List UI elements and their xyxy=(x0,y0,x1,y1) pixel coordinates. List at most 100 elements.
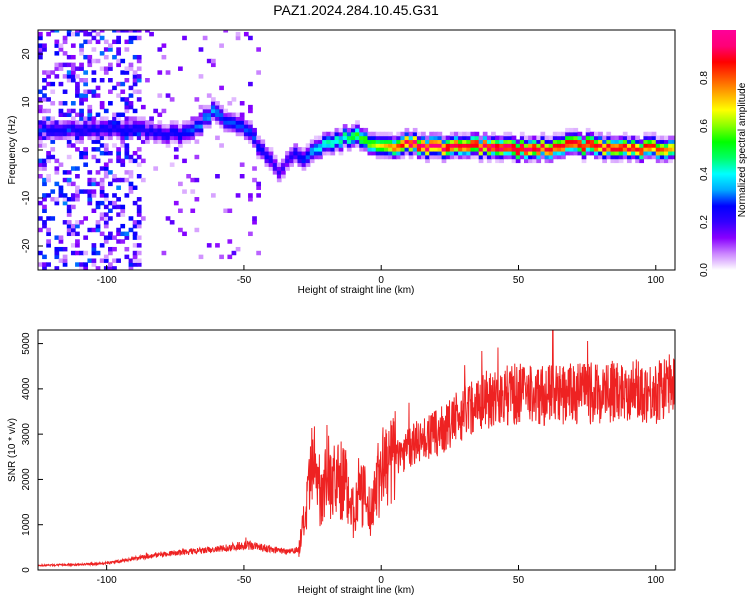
heatmap-cell xyxy=(103,235,109,240)
heatmap-cell xyxy=(70,78,76,83)
heatmap-cell xyxy=(140,120,146,125)
heatmap-cell xyxy=(79,131,84,137)
heatmap-cell xyxy=(66,212,72,217)
heatmap-cell xyxy=(116,131,121,137)
heatmap-cell xyxy=(132,243,138,248)
heatmap-cell xyxy=(400,154,406,160)
heatmap-cell xyxy=(272,154,278,160)
heatmap-cell xyxy=(313,143,319,148)
heatmap-cell xyxy=(503,135,509,141)
heatmap-cell xyxy=(643,131,649,137)
heatmap-cell xyxy=(499,158,504,164)
heatmap-cell xyxy=(445,135,451,141)
heatmap-cell xyxy=(602,135,607,141)
heatmap-cell xyxy=(313,135,319,141)
heatmap-cell xyxy=(606,131,612,137)
heatmap-cell xyxy=(474,150,480,156)
heatmap-cell xyxy=(46,174,51,179)
heatmap-cell xyxy=(120,70,126,75)
heatmap-cell xyxy=(227,101,233,106)
x-tick-label: -100 xyxy=(97,575,117,586)
heatmap-cell xyxy=(128,62,134,68)
heatmap-cell xyxy=(552,131,558,137)
heatmap-cell xyxy=(449,139,455,144)
heatmap-cell xyxy=(528,143,533,148)
heatmap-cell xyxy=(441,147,447,152)
heatmap-cell xyxy=(190,116,196,121)
heatmap-cell xyxy=(70,31,76,37)
heatmap-cell xyxy=(379,131,385,137)
heatmap-cell xyxy=(169,162,175,167)
heatmap-cell xyxy=(99,150,105,156)
heatmap-cell xyxy=(103,124,109,129)
heatmap-cell xyxy=(58,43,64,48)
heatmap-cell xyxy=(643,154,649,160)
heatmap-cell xyxy=(95,266,101,270)
heatmap-cell xyxy=(95,131,101,137)
heatmap-cell xyxy=(79,101,84,106)
heatmap-cell xyxy=(453,139,459,144)
heatmap-cell xyxy=(58,239,64,244)
heatmap-cell xyxy=(532,135,537,141)
heatmap-cell xyxy=(120,223,126,229)
heatmap-cell xyxy=(165,216,171,221)
heatmap-cell xyxy=(589,139,595,144)
x-tick-label: 50 xyxy=(513,575,525,586)
heatmap-cell xyxy=(132,258,138,263)
heatmap-cell xyxy=(503,131,509,137)
heatmap-cell xyxy=(618,143,624,148)
heatmap-cell xyxy=(178,127,183,133)
heatmap-cell xyxy=(120,127,126,133)
heatmap-cell xyxy=(635,147,640,152)
heatmap-cell xyxy=(659,135,665,141)
heatmap-cell xyxy=(421,150,426,156)
heatmap-cell xyxy=(99,66,105,71)
heatmap-cell xyxy=(75,231,80,237)
x-tick-label: -50 xyxy=(237,275,252,286)
heatmap-cell xyxy=(42,193,47,198)
heatmap-cell xyxy=(91,30,97,33)
heatmap-cell xyxy=(227,127,233,133)
heatmap-cell xyxy=(194,177,200,183)
heatmap-cell xyxy=(606,150,612,156)
heatmap-cell xyxy=(552,150,558,156)
heatmap-cell xyxy=(507,143,513,148)
heatmap-cell xyxy=(606,143,612,148)
heatmap-cell xyxy=(38,166,43,171)
heatmap-cell xyxy=(190,124,196,129)
heatmap-cell xyxy=(99,143,105,148)
heatmap-cell xyxy=(507,147,513,152)
figure-title: PAZ1.2024.284.10.45.G31 xyxy=(273,2,439,18)
heatmap-cell xyxy=(116,135,121,141)
heatmap-cell xyxy=(367,135,373,141)
heatmap-cell xyxy=(50,139,56,144)
heatmap-cell xyxy=(536,147,542,152)
heatmap-cell xyxy=(231,127,237,133)
heatmap-cell xyxy=(186,131,191,137)
heatmap-cell xyxy=(79,112,84,117)
heatmap-cell xyxy=(276,166,282,171)
heatmap-cell xyxy=(544,158,550,164)
heatmap-cell xyxy=(165,70,171,75)
heatmap-cell xyxy=(429,143,434,148)
heatmap-cell xyxy=(223,120,229,125)
heatmap-cell xyxy=(408,131,414,137)
heatmap-cell xyxy=(248,81,253,87)
heatmap-cell xyxy=(210,58,216,64)
heatmap-cell xyxy=(462,154,467,160)
heatmap-cell xyxy=(128,227,134,233)
heatmap-cell xyxy=(108,47,113,52)
heatmap-cell xyxy=(79,250,84,256)
heatmap-cell xyxy=(252,131,257,137)
heatmap-cell xyxy=(112,39,117,45)
heatmap-cell xyxy=(400,147,406,152)
heatmap-cell xyxy=(66,223,72,229)
heatmap-cell xyxy=(462,147,467,152)
heatmap-cell xyxy=(83,124,89,129)
heatmap-cell xyxy=(91,189,97,194)
heatmap-cell xyxy=(429,135,434,141)
heatmap-cell xyxy=(297,154,303,160)
heatmap-cell xyxy=(647,139,653,144)
heatmap-cell xyxy=(614,143,620,148)
